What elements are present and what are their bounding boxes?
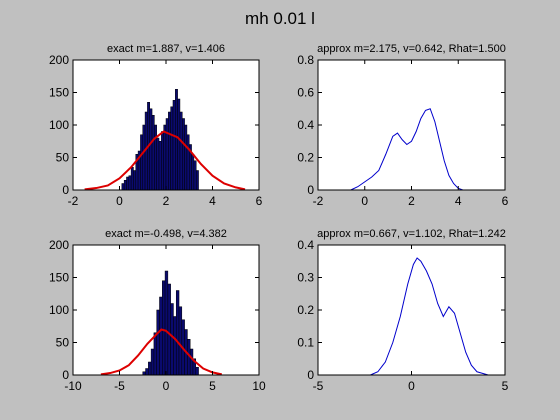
density-curve bbox=[100, 328, 223, 376]
x-tick-label: 0 bbox=[163, 379, 170, 393]
histogram-bar bbox=[172, 100, 176, 191]
y-tick-label: 0.2 bbox=[297, 151, 314, 165]
histogram-bar bbox=[175, 89, 178, 191]
y-tick-label: 0.2 bbox=[297, 303, 314, 317]
histogram-bar bbox=[167, 283, 171, 376]
x-tick-label: 5 bbox=[502, 379, 509, 393]
x-tick-label: 0 bbox=[408, 379, 415, 393]
histogram-bar bbox=[154, 124, 157, 191]
histogram-bar bbox=[156, 137, 160, 191]
y-tick-label: 0.4 bbox=[297, 118, 314, 132]
histogram-bar bbox=[123, 180, 127, 191]
x-tick-label: -10 bbox=[64, 379, 82, 393]
histogram-bar bbox=[170, 303, 174, 376]
histogram-bar bbox=[149, 108, 153, 191]
plot-area bbox=[318, 245, 505, 375]
x-tick-label: -2 bbox=[68, 194, 79, 208]
subplot-title: approx m=2.175, v=0.642, Rhat=1.500 bbox=[317, 43, 506, 55]
histogram-bar bbox=[179, 111, 183, 191]
x-tick-label: -5 bbox=[313, 379, 324, 393]
x-tick-label: 4 bbox=[209, 194, 216, 208]
y-tick-label: 0.6 bbox=[297, 86, 314, 100]
y-tick-label: 0 bbox=[62, 183, 69, 197]
histogram-bar bbox=[165, 118, 169, 191]
histogram-bar bbox=[145, 368, 149, 376]
histogram-bar bbox=[178, 306, 183, 376]
y-tick-label: 0.4 bbox=[297, 238, 314, 252]
y-tick-label: 150 bbox=[49, 271, 69, 285]
histogram-bar bbox=[170, 106, 174, 191]
histogram-bar bbox=[175, 290, 180, 376]
y-tick-label: 0 bbox=[62, 368, 69, 382]
histogram-bar bbox=[182, 118, 185, 191]
y-tick-label: 150 bbox=[49, 86, 69, 100]
y-tick-label: 0.3 bbox=[297, 271, 314, 285]
y-tick-label: 100 bbox=[49, 118, 69, 132]
x-tick-label: -2 bbox=[313, 194, 324, 208]
x-tick-label: 0 bbox=[116, 194, 123, 208]
x-tick-label: 2 bbox=[163, 194, 170, 208]
histogram-bar bbox=[121, 183, 125, 191]
y-tick-label: 50 bbox=[56, 151, 70, 165]
histogram-bar bbox=[195, 366, 199, 376]
figure-title: mh 0.01 l bbox=[245, 9, 315, 28]
histogram-bar bbox=[161, 131, 164, 191]
histogram-bar bbox=[162, 280, 166, 376]
histogram-bar bbox=[133, 170, 137, 191]
histogram-bar bbox=[193, 160, 197, 191]
y-tick-label: 200 bbox=[49, 53, 69, 67]
series-line bbox=[350, 108, 464, 191]
histogram-bar bbox=[128, 175, 132, 191]
y-tick-label: 0.8 bbox=[297, 53, 314, 67]
histogram-bar bbox=[126, 176, 130, 191]
histogram-bar bbox=[195, 170, 199, 191]
histogram-bar bbox=[186, 134, 190, 191]
plot-area bbox=[318, 60, 505, 190]
y-tick-label: 0 bbox=[307, 183, 314, 197]
series-line bbox=[370, 257, 489, 376]
histogram-bar bbox=[184, 124, 188, 191]
histogram-bar bbox=[189, 348, 194, 376]
subplot-title: exact m=1.887, v=1.406 bbox=[107, 43, 225, 55]
histogram-bar bbox=[168, 111, 171, 191]
x-tick-label: 6 bbox=[502, 194, 509, 208]
histogram-bar bbox=[153, 332, 157, 376]
histogram-bar bbox=[173, 316, 177, 376]
x-tick-label: 6 bbox=[256, 194, 263, 208]
x-tick-label: 4 bbox=[455, 194, 462, 208]
histogram-bar bbox=[130, 167, 134, 191]
histogram-bar bbox=[159, 296, 163, 376]
y-tick-label: 0.1 bbox=[297, 336, 314, 350]
x-tick-label: 5 bbox=[209, 379, 216, 393]
histogram-bar bbox=[158, 141, 162, 191]
histogram-bar bbox=[177, 98, 181, 191]
histogram-bar bbox=[140, 134, 144, 191]
y-tick-label: 50 bbox=[56, 336, 70, 350]
subplot-title: approx m=0.667, v=1.102, Rhat=1.242 bbox=[317, 228, 506, 240]
histogram-bar bbox=[164, 270, 169, 376]
x-tick-label: 2 bbox=[408, 194, 415, 208]
y-tick-label: 200 bbox=[49, 238, 69, 252]
histogram-bar bbox=[151, 115, 155, 191]
x-tick-label: -5 bbox=[114, 379, 125, 393]
density-curve bbox=[84, 130, 246, 191]
y-tick-label: 0 bbox=[307, 368, 314, 382]
histogram-bar bbox=[191, 154, 195, 191]
histogram-bar bbox=[156, 309, 160, 376]
x-tick-label: 0 bbox=[361, 194, 368, 208]
y-tick-label: 100 bbox=[49, 303, 69, 317]
x-tick-label: 10 bbox=[252, 379, 266, 393]
subplot-title: exact m=-0.498, v=4.382 bbox=[105, 228, 227, 240]
histogram-bar bbox=[148, 361, 152, 376]
histogram-bar bbox=[150, 348, 155, 376]
histogram-bar bbox=[142, 124, 146, 191]
histogram-bar bbox=[163, 124, 167, 191]
